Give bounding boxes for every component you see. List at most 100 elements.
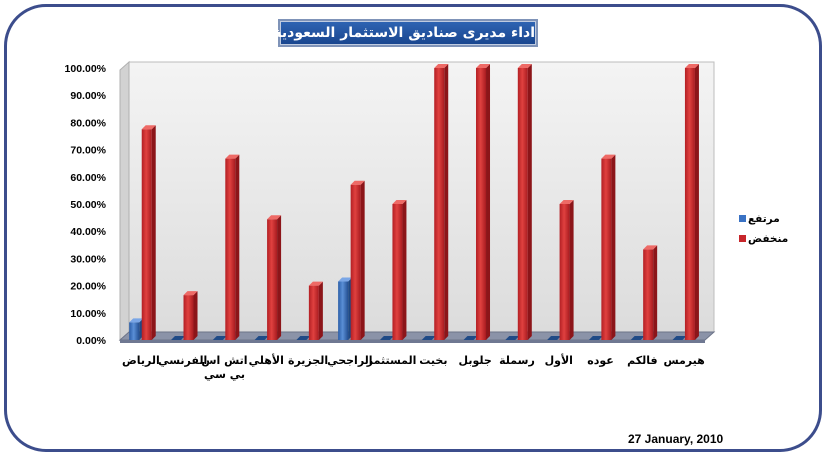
bar-front (350, 184, 361, 340)
bar-front (267, 219, 278, 340)
bar-top (308, 281, 323, 286)
bar-side (486, 64, 491, 340)
bar-low (225, 154, 240, 340)
bar-top (434, 64, 449, 68)
bar-low (183, 291, 198, 340)
legend-label: مرتفع (748, 213, 780, 225)
plot-back-wall (128, 61, 715, 333)
plot-floor (118, 331, 716, 341)
bar-high (630, 336, 645, 340)
x-tick-label: فالكم (627, 354, 658, 367)
bar-front (225, 158, 236, 340)
bar-front (338, 281, 349, 340)
y-tick-label: 20.00% (70, 281, 106, 293)
bar-top (643, 245, 658, 250)
bar-front (392, 204, 403, 340)
bar-top (559, 200, 574, 204)
bar-side (277, 215, 282, 340)
bar-side (402, 200, 407, 340)
bar-side (444, 64, 449, 340)
bar-top (350, 180, 365, 185)
bar-top (630, 336, 645, 340)
bar-top (170, 336, 185, 340)
bar-front (643, 249, 654, 340)
bar-side (611, 154, 616, 340)
bar-top (379, 336, 394, 340)
bar-high (588, 336, 603, 340)
bar-high (170, 336, 185, 340)
bar-side (235, 154, 240, 340)
bar-high (379, 336, 394, 340)
bar-top (517, 64, 532, 68)
bar-front (308, 285, 319, 340)
bar-side (527, 64, 532, 340)
bar-top (225, 154, 240, 159)
bar-side (318, 281, 323, 340)
bar-top (672, 336, 687, 340)
x-tick-label: رسملة (499, 354, 535, 367)
bar-top (141, 125, 156, 130)
legend-swatch (739, 215, 746, 222)
bar-front (141, 129, 152, 340)
bar-low (559, 200, 574, 340)
bar-high (212, 336, 227, 340)
bar-front (476, 68, 487, 340)
bar-front (183, 295, 194, 340)
y-tick-label: 50.00% (70, 199, 106, 211)
x-tick-label: جلوبل (459, 354, 492, 367)
y-tick-label: 40.00% (70, 226, 106, 238)
bar-top (296, 336, 311, 340)
x-tick-label: الرياض (122, 354, 160, 367)
y-tick-label: 90.00% (70, 90, 106, 102)
x-tick-label: المستثمر (366, 354, 417, 367)
bar-front (559, 204, 570, 340)
bar-top (601, 154, 616, 159)
legend-swatch (739, 235, 746, 242)
bar-front (434, 68, 445, 340)
bar-top (129, 318, 144, 323)
bar-high (421, 336, 436, 340)
legend-label: منخفض (748, 233, 788, 245)
x-tick-label: اتش اس بي سي (201, 354, 247, 381)
date-label: 27 January, 2010 (628, 432, 724, 446)
bar-high (672, 336, 687, 340)
bar-front (601, 158, 612, 340)
bar-top (588, 336, 603, 340)
bar-top (212, 336, 227, 340)
x-tick-label: الأهلي (249, 353, 284, 367)
bar-side (694, 64, 699, 340)
bar-top (463, 336, 478, 340)
bar-side (151, 125, 156, 340)
bar-high (505, 336, 520, 340)
y-tick-label: 80.00% (70, 117, 106, 129)
bar-high (463, 336, 478, 340)
bar-low (141, 125, 156, 340)
bar-low (308, 281, 323, 340)
x-tick-label: هيرمس (663, 354, 704, 367)
plot-area (118, 60, 716, 343)
bar-top (547, 336, 562, 340)
bar-front (684, 68, 695, 340)
bar-top (338, 277, 353, 282)
legend: مرتفع منخفض (739, 213, 788, 245)
bars (129, 64, 699, 340)
bar-low (267, 215, 282, 340)
bar-top (392, 200, 407, 204)
x-tick-label: عوده (587, 354, 614, 367)
y-axis-ticks: 0.00% 10.00% 20.00% 30.00% 40.00% 50.00% 60.00… (65, 63, 107, 347)
bar-high (129, 318, 144, 340)
bar-low (643, 245, 658, 340)
bar-low (392, 200, 407, 340)
plot-side-wall (119, 60, 130, 342)
bar-top (183, 291, 198, 296)
bar-low (434, 64, 449, 340)
bar-front (517, 68, 528, 340)
y-tick-label: 100.00% (65, 63, 107, 75)
y-tick-label: 30.00% (70, 253, 106, 265)
bar-high (547, 336, 562, 340)
x-tick-label: الجزيرة (288, 354, 328, 367)
bar-low (350, 180, 365, 340)
bar-low (684, 64, 699, 340)
